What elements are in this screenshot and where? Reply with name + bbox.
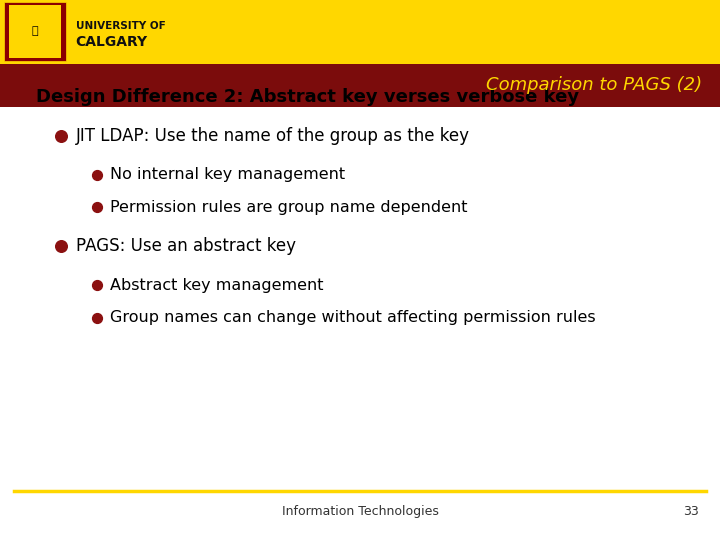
Text: 🐂: 🐂 xyxy=(32,26,38,36)
Point xyxy=(91,313,103,322)
Bar xyxy=(4,2,66,61)
Text: Group names can change without affecting permission rules: Group names can change without affecting… xyxy=(110,310,595,325)
Bar xyxy=(0,64,720,107)
Text: CALGARY: CALGARY xyxy=(76,35,148,49)
Point xyxy=(91,171,103,179)
Text: No internal key management: No internal key management xyxy=(110,167,346,183)
Text: Abstract key management: Abstract key management xyxy=(110,278,324,293)
Text: UNIVERSITY OF: UNIVERSITY OF xyxy=(76,22,166,31)
Bar xyxy=(0,0,720,64)
Point xyxy=(55,132,67,140)
Text: Information Technologies: Information Technologies xyxy=(282,505,438,518)
Point xyxy=(55,242,67,251)
Point xyxy=(91,203,103,212)
Bar xyxy=(9,5,61,58)
Text: PAGS: Use an abstract key: PAGS: Use an abstract key xyxy=(76,237,296,255)
Point xyxy=(91,281,103,289)
Text: 33: 33 xyxy=(683,505,698,518)
Text: JIT LDAP: Use the name of the group as the key: JIT LDAP: Use the name of the group as t… xyxy=(76,127,469,145)
Text: Comparison to PAGS (2): Comparison to PAGS (2) xyxy=(486,76,702,94)
Text: Permission rules are group name dependent: Permission rules are group name dependen… xyxy=(110,200,468,215)
Text: Design Difference 2: Abstract key verses verbose key: Design Difference 2: Abstract key verses… xyxy=(36,88,579,106)
